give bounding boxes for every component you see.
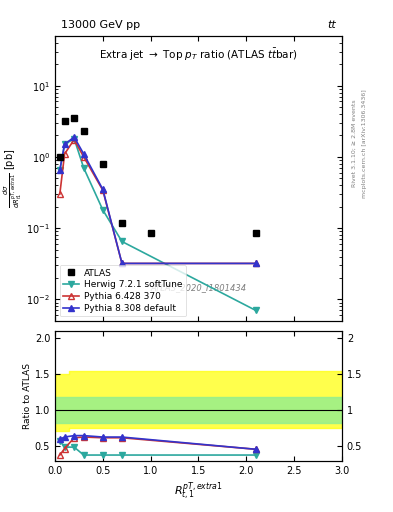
Pythia 6.428 370 bbox=[253, 261, 258, 267]
Line: Pythia 8.308 default: Pythia 8.308 default bbox=[56, 134, 259, 267]
Pythia 6.428 370 bbox=[81, 154, 86, 160]
Herwig 7.2.1 softTune bbox=[101, 207, 105, 213]
Pythia 8.308 default bbox=[253, 261, 258, 267]
Herwig 7.2.1 softTune bbox=[57, 167, 62, 173]
Herwig 7.2.1 softTune bbox=[253, 307, 258, 313]
Herwig 7.2.1 softTune bbox=[62, 141, 67, 147]
Herwig 7.2.1 softTune bbox=[81, 165, 86, 171]
Y-axis label: Ratio to ATLAS: Ratio to ATLAS bbox=[23, 363, 32, 429]
Line: Herwig 7.2.1 softTune: Herwig 7.2.1 softTune bbox=[56, 135, 259, 314]
Text: Extra jet $\rightarrow$ Top $p_T$ ratio (ATLAS $t\bar{t}$bar): Extra jet $\rightarrow$ Top $p_T$ ratio … bbox=[99, 47, 298, 63]
Line: ATLAS: ATLAS bbox=[56, 115, 259, 237]
Pythia 8.308 default bbox=[119, 261, 124, 267]
Pythia 8.308 default bbox=[57, 167, 62, 173]
Pythia 6.428 370 bbox=[119, 261, 124, 267]
Pythia 8.308 default bbox=[81, 151, 86, 157]
X-axis label: $R_{t,1}^{pT,extra1}$: $R_{t,1}^{pT,extra1}$ bbox=[174, 481, 223, 503]
Line: Pythia 6.428 370: Pythia 6.428 370 bbox=[56, 136, 259, 267]
Text: tt: tt bbox=[327, 20, 336, 30]
ATLAS bbox=[148, 230, 153, 236]
Pythia 6.428 370 bbox=[101, 187, 105, 194]
Pythia 8.308 default bbox=[101, 186, 105, 193]
Herwig 7.2.1 softTune bbox=[119, 239, 124, 245]
ATLAS bbox=[57, 154, 62, 160]
ATLAS bbox=[62, 118, 67, 124]
ATLAS bbox=[72, 115, 77, 121]
Pythia 8.308 default bbox=[62, 141, 67, 147]
Text: Rivet 3.1.10; ≥ 2.8M events: Rivet 3.1.10; ≥ 2.8M events bbox=[352, 99, 357, 187]
ATLAS bbox=[101, 161, 105, 167]
ATLAS bbox=[119, 220, 124, 226]
Pythia 6.428 370 bbox=[57, 191, 62, 197]
Text: 13000 GeV pp: 13000 GeV pp bbox=[61, 20, 140, 30]
ATLAS bbox=[81, 128, 86, 134]
Pythia 8.308 default bbox=[72, 134, 77, 140]
ATLAS bbox=[253, 230, 258, 236]
Text: mcplots.cern.ch [arXiv:1306.3436]: mcplots.cern.ch [arXiv:1306.3436] bbox=[362, 89, 367, 198]
Herwig 7.2.1 softTune bbox=[72, 136, 77, 142]
Y-axis label: $\frac{d\sigma}{dR_{t1}^{pT,extra1}}$ [pb]: $\frac{d\sigma}{dR_{t1}^{pT,extra1}}$ [p… bbox=[1, 148, 24, 208]
Text: ATLAS_2020_I1801434: ATLAS_2020_I1801434 bbox=[151, 283, 246, 292]
Pythia 6.428 370 bbox=[62, 151, 67, 157]
Legend: ATLAS, Herwig 7.2.1 softTune, Pythia 6.428 370, Pythia 8.308 default: ATLAS, Herwig 7.2.1 softTune, Pythia 6.4… bbox=[59, 265, 186, 316]
Pythia 6.428 370 bbox=[72, 137, 77, 143]
